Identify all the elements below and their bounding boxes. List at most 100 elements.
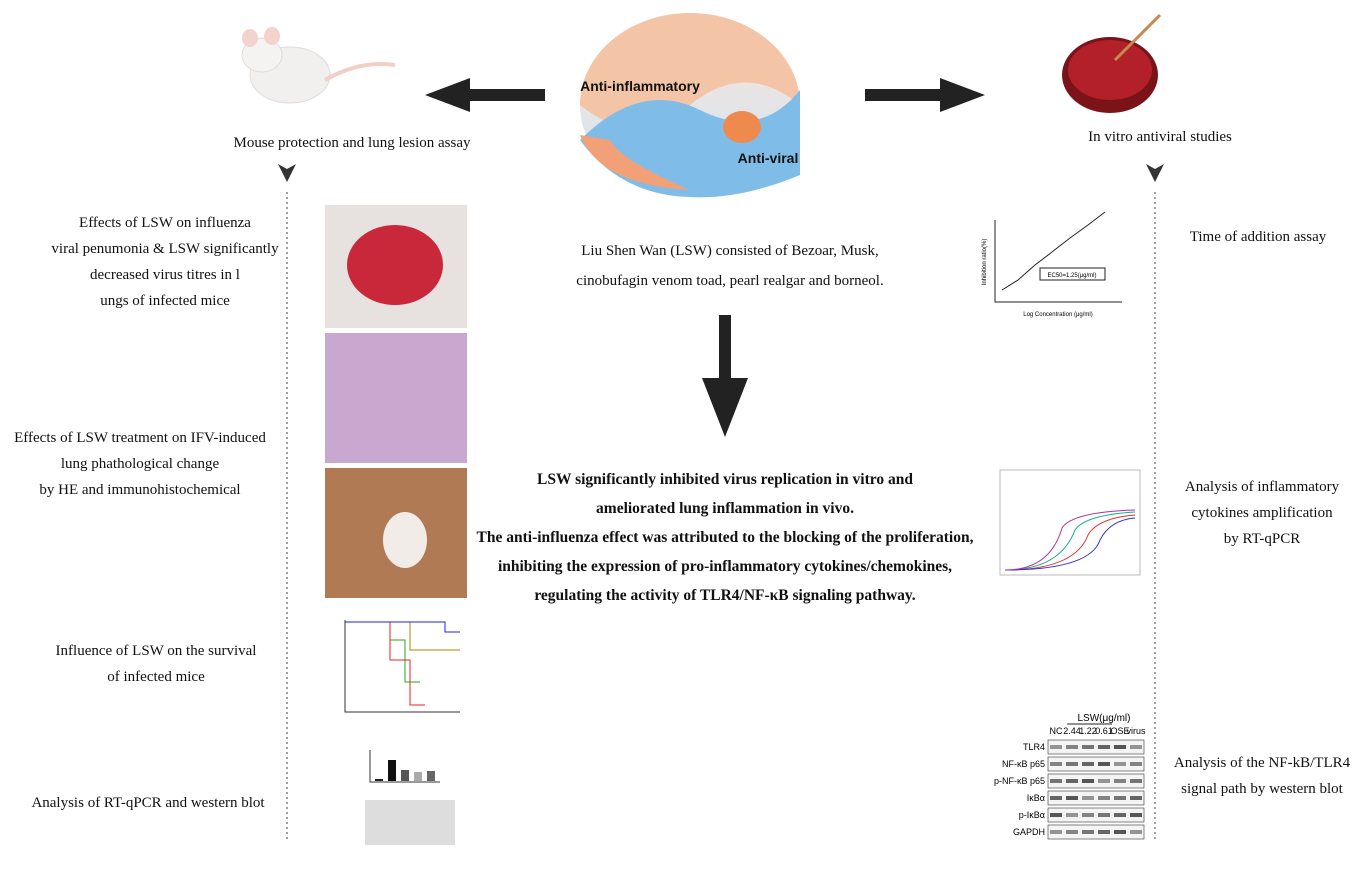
text-line: Effects of LSW on influenza	[79, 215, 251, 231]
blot-strip	[1047, 824, 1145, 840]
right-item: Analysis of inflammatory cytokines amplif…	[1185, 474, 1339, 552]
blot-band	[1114, 830, 1126, 834]
blot-band	[1114, 745, 1126, 749]
text-line: cinobufagin venom toad, pearl realgar an…	[576, 273, 884, 289]
row-label: p-IκBα	[1019, 810, 1045, 820]
amplification-chart	[999, 469, 1141, 576]
row-label: IκBα	[1027, 793, 1045, 803]
blot-band	[1098, 779, 1110, 783]
lane-label: virus	[1126, 726, 1146, 736]
blot-band	[1098, 830, 1110, 834]
text-line: regulating the activity of TLR4/NF-κB si…	[534, 587, 916, 604]
lane-label: 0.61	[1095, 726, 1113, 736]
ec50-label: EC50=1.25(μg/ml)	[1048, 273, 1097, 279]
blot-strip	[1047, 807, 1145, 823]
blot-band	[1082, 779, 1094, 783]
blot-band	[1050, 796, 1062, 800]
blot-group-label: LSW(μg/ml)	[1078, 713, 1131, 724]
blot-band	[1130, 745, 1142, 749]
left-item: Influence of LSW on the survival of infec…	[56, 638, 257, 690]
text-line: by HE and immunohistochemical	[39, 482, 241, 498]
text-line: decreased virus titres in l	[90, 267, 240, 283]
blot-band	[1130, 779, 1142, 783]
blot-band	[1098, 813, 1110, 817]
ihc-image	[383, 512, 427, 568]
arrow-right	[865, 78, 985, 112]
blot-band	[1082, 796, 1094, 800]
text-line: The anti-influenza effect was attributed…	[476, 529, 974, 546]
right-title: In vitro antiviral studies	[1088, 129, 1232, 145]
he-stain-image	[325, 333, 467, 463]
text-line: Time of addition assay	[1189, 229, 1327, 245]
mouse-image	[241, 27, 396, 104]
text-line: viral penumonia & LSW significantly	[51, 241, 279, 257]
blot-band	[1114, 762, 1126, 766]
blot-band	[1130, 830, 1142, 834]
lane-label: NC	[1050, 726, 1063, 736]
blot-band	[1050, 830, 1062, 834]
blot-strip	[1047, 773, 1145, 789]
text-line: ameliorated lung inflammation in vivo.	[596, 500, 854, 517]
lane-label: 2.44	[1063, 726, 1081, 736]
arrow-left	[425, 78, 545, 112]
yin-yang	[580, 13, 800, 198]
blot-band	[1066, 779, 1078, 783]
bar-and-blot-image	[365, 750, 455, 845]
lung-photo	[347, 225, 443, 305]
text-line: inhibiting the expression of pro-inflamm…	[497, 558, 953, 575]
blot-band	[1066, 762, 1078, 766]
blot-band	[1066, 796, 1078, 800]
lane-label: 1.22	[1079, 726, 1097, 736]
row-label: p-NF-κB p65	[994, 776, 1045, 786]
blot-band	[1082, 813, 1094, 817]
left-title: Mouse protection and lung lesion assay	[233, 135, 471, 151]
blot-band	[1066, 830, 1078, 834]
composition-text: Liu Shen Wan (LSW) consisted of Bezoar, …	[576, 236, 883, 296]
blot-band	[1098, 796, 1110, 800]
yang-label: Anti-viral	[738, 150, 799, 166]
lane-label: OSE	[1110, 726, 1129, 736]
blot-band	[1082, 762, 1094, 766]
blot-band	[1050, 779, 1062, 783]
text-line: by RT-qPCR	[1223, 531, 1301, 547]
blot-band	[1130, 796, 1142, 800]
left-item: Effects of LSW on influenza viral penumon…	[51, 210, 278, 314]
blot-band	[1066, 745, 1078, 749]
blot-strip	[1047, 756, 1145, 772]
blot-band	[1098, 762, 1110, 766]
survival-chart	[344, 620, 460, 713]
text-line: ungs of infected mice	[100, 293, 230, 309]
arrow-down	[702, 315, 748, 437]
text-line: of infected mice	[107, 669, 205, 685]
dose-response-chart	[994, 211, 1122, 303]
blot-band	[1130, 813, 1142, 817]
blot-band	[1050, 813, 1062, 817]
left-item: Analysis of RT-qPCR and western blot	[31, 790, 264, 816]
text-line: signal path by western blot	[1181, 781, 1343, 797]
blot-band	[1082, 745, 1094, 749]
right-item: Time of addition assay	[1190, 224, 1327, 250]
blot-band	[1082, 830, 1094, 834]
left-item: Effects of LSW treatment on IFV-induced l…	[14, 425, 266, 503]
chevron	[278, 164, 296, 182]
blot-strip	[1047, 739, 1145, 755]
text-line: cytokines amplification	[1191, 505, 1333, 521]
row-label: GAPDH	[1013, 827, 1045, 837]
right-item: Analysis of the NF-kB/TLR4 signal path by…	[1174, 750, 1350, 802]
row-label: NF-κB p65	[1002, 759, 1045, 769]
row-label: TLR4	[1023, 742, 1045, 752]
text-line: Analysis of RT-qPCR and western blot	[31, 795, 265, 811]
blot-band	[1098, 745, 1110, 749]
blot-band	[1114, 796, 1126, 800]
blot-band	[1050, 745, 1062, 749]
text-line: Liu Shen Wan (LSW) consisted of Bezoar, …	[581, 243, 879, 259]
blot-band	[1130, 762, 1142, 766]
blot-band	[1050, 762, 1062, 766]
yin-label: Anti-inflammatory	[580, 78, 700, 94]
text-line: Analysis of the NF-kB/TLR4	[1173, 755, 1351, 771]
y-axis-label: Inhibition ratio(%)	[982, 239, 988, 286]
x-axis-label: Log Concentration (μg/ml)	[1023, 312, 1093, 318]
text-line: Influence of LSW on the survival	[55, 643, 257, 659]
